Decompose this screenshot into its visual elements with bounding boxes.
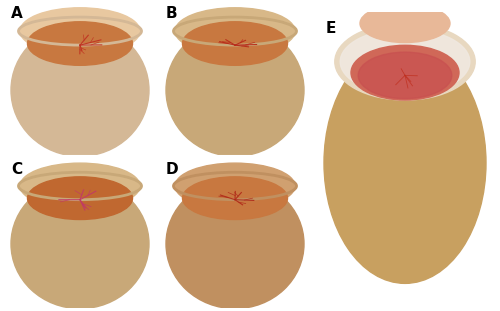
Text: C: C [11, 162, 22, 177]
Ellipse shape [20, 8, 140, 54]
Text: E: E [326, 21, 336, 36]
Ellipse shape [166, 179, 304, 309]
Ellipse shape [28, 177, 132, 220]
Ellipse shape [182, 177, 288, 220]
Ellipse shape [340, 29, 470, 95]
Ellipse shape [175, 163, 295, 209]
Ellipse shape [324, 43, 486, 283]
Ellipse shape [35, 184, 125, 218]
Text: D: D [166, 162, 178, 177]
Ellipse shape [190, 184, 280, 218]
Ellipse shape [351, 45, 459, 100]
Ellipse shape [35, 30, 125, 64]
Ellipse shape [11, 24, 149, 156]
Ellipse shape [11, 179, 149, 309]
Ellipse shape [335, 23, 475, 100]
Ellipse shape [28, 22, 132, 65]
Ellipse shape [182, 22, 288, 65]
Ellipse shape [190, 30, 280, 64]
Text: A: A [11, 6, 23, 21]
Ellipse shape [360, 4, 450, 43]
Ellipse shape [358, 52, 452, 99]
Text: B: B [166, 6, 177, 21]
Ellipse shape [20, 163, 140, 209]
Ellipse shape [175, 8, 295, 54]
Ellipse shape [166, 24, 304, 156]
